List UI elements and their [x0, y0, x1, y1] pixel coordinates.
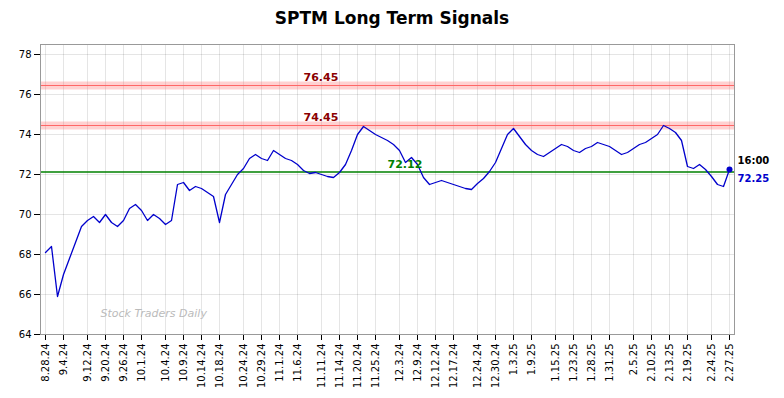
svg-text:76: 76 — [19, 89, 32, 100]
svg-text:11.6.24: 11.6.24 — [292, 344, 303, 382]
svg-text:10.1.24: 10.1.24 — [136, 344, 147, 382]
svg-text:10.14.24: 10.14.24 — [196, 344, 207, 389]
svg-text:10.18.24: 10.18.24 — [214, 344, 225, 389]
svg-text:1.31.25: 1.31.25 — [604, 344, 615, 382]
svg-text:10.24.24: 10.24.24 — [238, 344, 249, 389]
svg-text:12.17.24: 12.17.24 — [448, 344, 459, 389]
svg-text:12.24.24: 12.24.24 — [472, 344, 483, 389]
svg-text:10.4.24: 10.4.24 — [160, 344, 171, 382]
svg-text:1.9.25: 1.9.25 — [526, 344, 537, 376]
svg-text:16:00: 16:00 — [738, 155, 770, 166]
svg-text:1.28.25: 1.28.25 — [586, 344, 597, 382]
svg-text:2.5.25: 2.5.25 — [628, 344, 639, 376]
svg-text:72.12: 72.12 — [388, 158, 423, 171]
svg-text:2.19.25: 2.19.25 — [682, 344, 693, 382]
html-text:SPTM Long Term Signals: SPTM Long Term Signals — [274, 8, 510, 28]
svg-text:12.12.24: 12.12.24 — [430, 344, 441, 389]
svg-text:72: 72 — [19, 169, 32, 180]
svg-text:11.11.24: 11.11.24 — [316, 344, 327, 389]
svg-text:8.28.24: 8.28.24 — [40, 344, 51, 382]
svg-text:70: 70 — [19, 209, 32, 220]
svg-text:11.20.24: 11.20.24 — [352, 344, 363, 389]
svg-text:2.10.25: 2.10.25 — [646, 344, 657, 382]
svg-text:66: 66 — [19, 289, 32, 300]
svg-text:1.15.25: 1.15.25 — [550, 344, 561, 382]
svg-text:2.13.25: 2.13.25 — [664, 344, 675, 382]
svg-text:11.14.24: 11.14.24 — [334, 344, 345, 389]
svg-text:1.3.25: 1.3.25 — [508, 344, 519, 376]
svg-text:10.9.24: 10.9.24 — [178, 344, 189, 382]
svg-text:78: 78 — [19, 49, 32, 60]
svg-text:2.27.25: 2.27.25 — [724, 344, 735, 382]
svg-text:9.4.24: 9.4.24 — [58, 344, 69, 376]
svg-text:9.12.24: 9.12.24 — [82, 344, 93, 382]
svg-text:74: 74 — [19, 129, 32, 140]
svg-text:Stock Traders Daily: Stock Traders Daily — [101, 307, 208, 320]
svg-text:11.25.24: 11.25.24 — [370, 344, 381, 389]
svg-text:9.20.24: 9.20.24 — [100, 344, 111, 382]
svg-text:68: 68 — [19, 249, 32, 260]
svg-text:64: 64 — [19, 329, 32, 340]
svg-text:72.25: 72.25 — [738, 173, 770, 184]
svg-text:10.29.24: 10.29.24 — [256, 344, 267, 389]
svg-text:12.30.24: 12.30.24 — [490, 344, 501, 389]
svg-text:76.45: 76.45 — [304, 71, 339, 84]
svg-text:2.24.25: 2.24.25 — [706, 344, 717, 382]
svg-text:12.3.24: 12.3.24 — [394, 344, 405, 382]
svg-text:74.45: 74.45 — [304, 111, 339, 124]
svg-text:9.26.24: 9.26.24 — [118, 344, 129, 382]
svg-text:1.23.25: 1.23.25 — [568, 344, 579, 382]
svg-text:12.9.24: 12.9.24 — [412, 344, 423, 382]
svg-text:11.1.24: 11.1.24 — [274, 344, 285, 382]
